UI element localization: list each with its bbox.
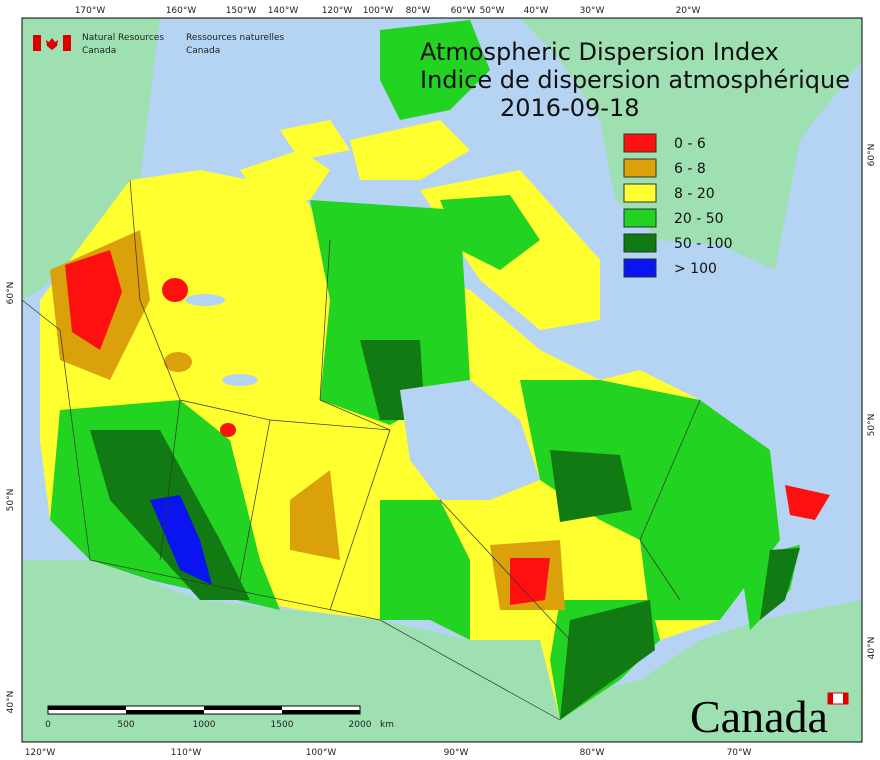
orange-zone bbox=[290, 470, 340, 560]
flag-bar bbox=[63, 35, 71, 51]
greenland bbox=[520, 18, 862, 270]
national-border bbox=[21, 299, 561, 721]
agency-en: Canada bbox=[82, 46, 116, 56]
latitude-label: 40°N bbox=[867, 637, 877, 660]
longitude-label: 70°W bbox=[727, 748, 752, 758]
title: Indice de dispersion atmosphérique bbox=[420, 66, 850, 94]
legend-swatch bbox=[623, 208, 657, 228]
latitude-label: 50°N bbox=[867, 414, 877, 437]
red-zone bbox=[162, 278, 188, 302]
green-zone bbox=[310, 200, 470, 425]
longitude-label: 30°W bbox=[580, 6, 605, 16]
scale-tick-label: 500 bbox=[117, 720, 134, 730]
scale-tick-label: 2000 bbox=[349, 720, 372, 730]
red-zone bbox=[65, 250, 122, 350]
flag-bar bbox=[828, 693, 833, 704]
scale-segment bbox=[126, 710, 204, 714]
red-zone bbox=[220, 423, 236, 437]
legend-swatch bbox=[623, 258, 657, 278]
longitude-label: 20°W bbox=[676, 6, 701, 16]
usa bbox=[22, 560, 862, 742]
longitude-label: 170°W bbox=[75, 6, 106, 16]
latitude-label: 40°N bbox=[6, 691, 16, 714]
scale-tick-label: 1500 bbox=[271, 720, 294, 730]
maple-leaf bbox=[46, 38, 58, 50]
longitude-label: 80°W bbox=[580, 748, 605, 758]
scale-tick-label: 1000 bbox=[193, 720, 216, 730]
island bbox=[380, 20, 490, 120]
orange-zone bbox=[164, 352, 192, 372]
longitude-label: 40°W bbox=[524, 6, 549, 16]
map-frame bbox=[21, 17, 863, 743]
longitude-label: 110°W bbox=[171, 748, 202, 758]
scale-unit: km bbox=[380, 720, 394, 730]
longitude-label: 80°W bbox=[406, 6, 431, 16]
green-zone bbox=[380, 500, 470, 640]
scale-segment bbox=[282, 710, 360, 714]
legend-swatch bbox=[623, 233, 657, 253]
title: Atmospheric Dispersion Index bbox=[420, 38, 779, 66]
longitude-label: 60°W bbox=[451, 6, 476, 16]
flag-bar bbox=[843, 693, 848, 704]
green-zone bbox=[520, 380, 780, 620]
wordmark: Canada bbox=[690, 691, 828, 742]
longitude-label: 50°W bbox=[480, 6, 505, 16]
latitude-label: 50°N bbox=[6, 489, 16, 512]
legend-swatch bbox=[623, 183, 657, 203]
longitude-label: 120°W bbox=[25, 748, 56, 758]
dark-green-zone bbox=[560, 600, 655, 720]
date: 2016-09-18 bbox=[500, 94, 639, 122]
longitude-label: 160°W bbox=[166, 6, 197, 16]
hudson-bay bbox=[400, 380, 540, 500]
legend-swatch bbox=[623, 158, 657, 178]
flag-bar bbox=[33, 35, 41, 51]
red-zone bbox=[510, 558, 550, 605]
longitude-label: 150°W bbox=[226, 6, 257, 16]
baffin-green bbox=[440, 195, 540, 270]
longitude-label: 90°W bbox=[444, 748, 469, 758]
island bbox=[240, 150, 330, 200]
island bbox=[350, 120, 470, 180]
agency-en: Natural Resources bbox=[82, 33, 164, 43]
island bbox=[280, 120, 350, 160]
latitude-label: 60°N bbox=[6, 282, 16, 305]
legend-swatch bbox=[623, 133, 657, 153]
scale-tick-label: 0 bbox=[45, 720, 51, 730]
lake bbox=[185, 294, 225, 306]
legend-label: 50 - 100 bbox=[674, 236, 733, 252]
scale-segment bbox=[48, 706, 126, 710]
scale-segment bbox=[204, 706, 282, 710]
dark-green-zone bbox=[760, 548, 800, 620]
legend-label: 0 - 6 bbox=[674, 136, 706, 152]
legend-label: 6 - 8 bbox=[674, 161, 706, 177]
province-borders bbox=[129, 179, 701, 641]
legend-label: 20 - 50 bbox=[674, 211, 724, 227]
red-zone bbox=[785, 485, 830, 520]
legend-label: 8 - 20 bbox=[674, 186, 715, 202]
longitude-label: 120°W bbox=[322, 6, 353, 16]
longitude-label: 100°W bbox=[306, 748, 337, 758]
latitude-label: 60°N bbox=[867, 144, 877, 167]
longitude-label: 100°W bbox=[363, 6, 394, 16]
longitude-label: 140°W bbox=[268, 6, 299, 16]
legend-label: > 100 bbox=[674, 261, 717, 277]
agency-fr: Ressources naturelles bbox=[186, 33, 285, 43]
dark-green-zone bbox=[550, 450, 632, 522]
alaska bbox=[22, 18, 160, 300]
lake bbox=[222, 374, 258, 386]
agency-fr: Canada bbox=[186, 46, 220, 56]
